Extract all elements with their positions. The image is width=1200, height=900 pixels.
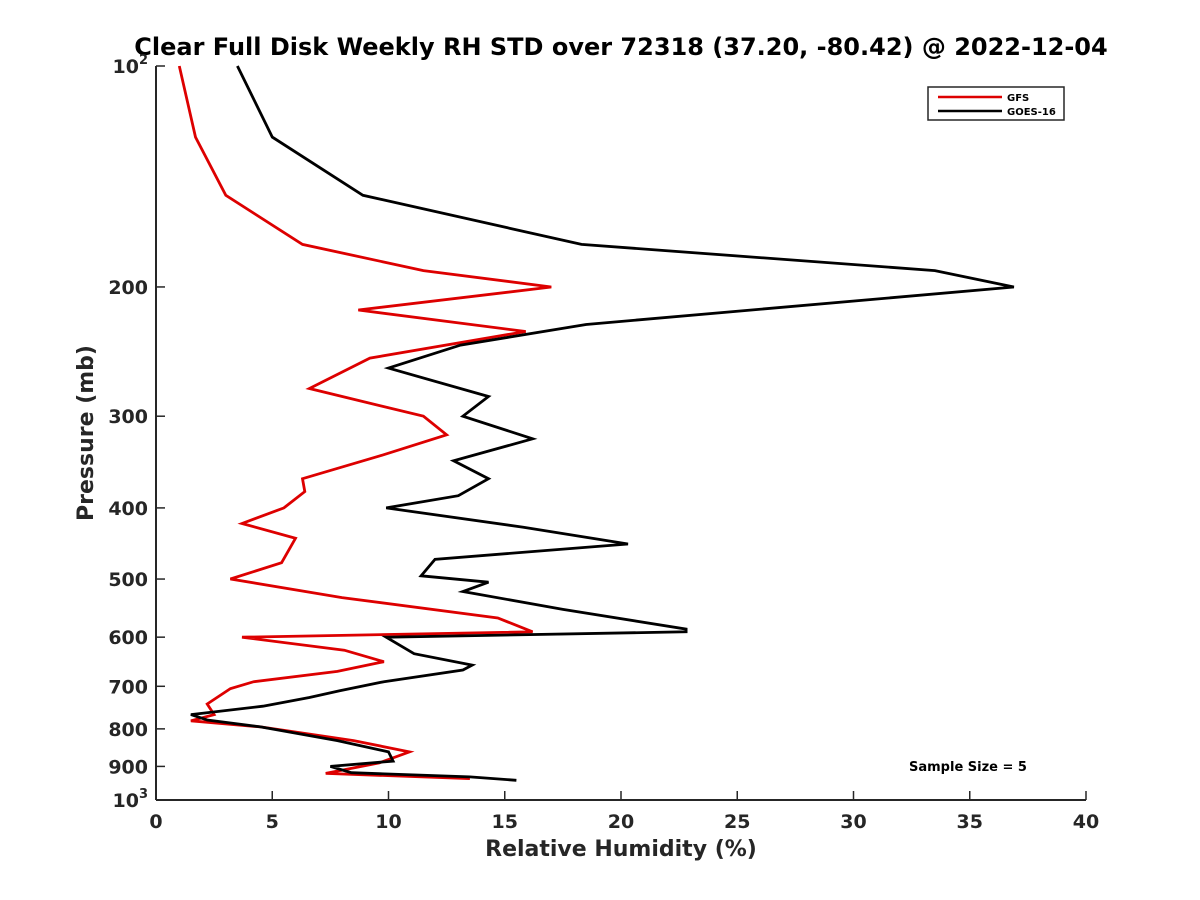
- y-tick-label: 102: [113, 53, 149, 78]
- y-tick-label: 900: [108, 756, 148, 778]
- series-line-goes-16: [190, 65, 1015, 782]
- legend: GFS GOES-16: [927, 86, 1065, 121]
- axes: [155, 66, 1086, 801]
- y-tick-label: 800: [108, 719, 148, 741]
- y-tick-label: 400: [108, 498, 148, 520]
- x-tick-label: 35: [957, 811, 983, 833]
- y-tick-label: 103: [113, 787, 149, 812]
- legend-label-goes16: GOES-16: [1007, 107, 1056, 118]
- series-layer: [177, 65, 1015, 782]
- x-axis-label: Relative Humidity (%): [485, 837, 757, 862]
- x-tick-label: 25: [724, 811, 750, 833]
- legend-label-gfs: GFS: [1007, 93, 1029, 104]
- legend-box: [927, 86, 1065, 121]
- chart-title: Clear Full Disk Weekly RH STD over 72318…: [134, 33, 1107, 61]
- y-tick-label: 300: [108, 406, 148, 428]
- y-tick-label: 600: [108, 627, 148, 649]
- x-tick-label: 40: [1073, 811, 1099, 833]
- y-tick-label: 200: [108, 277, 148, 299]
- y-ticks: 102 200 300 400 500 600 700 800 900 103: [108, 53, 165, 812]
- x-tick-label: 10: [375, 811, 401, 833]
- x-tick-label: 0: [149, 811, 162, 833]
- x-tick-label: 5: [266, 811, 279, 833]
- y-axis-label: Pressure (mb): [74, 345, 99, 521]
- x-ticks: 0 5 10 15 20 25 30 35 40: [149, 791, 1099, 833]
- x-tick-label: 20: [608, 811, 634, 833]
- x-tick-label: 30: [840, 811, 866, 833]
- sample-size-annotation: Sample Size = 5: [909, 760, 1027, 775]
- series-line-gfs: [177, 65, 552, 780]
- y-tick-label: 700: [108, 676, 148, 698]
- x-tick-label: 15: [492, 811, 518, 833]
- y-tick-label: 500: [108, 569, 148, 591]
